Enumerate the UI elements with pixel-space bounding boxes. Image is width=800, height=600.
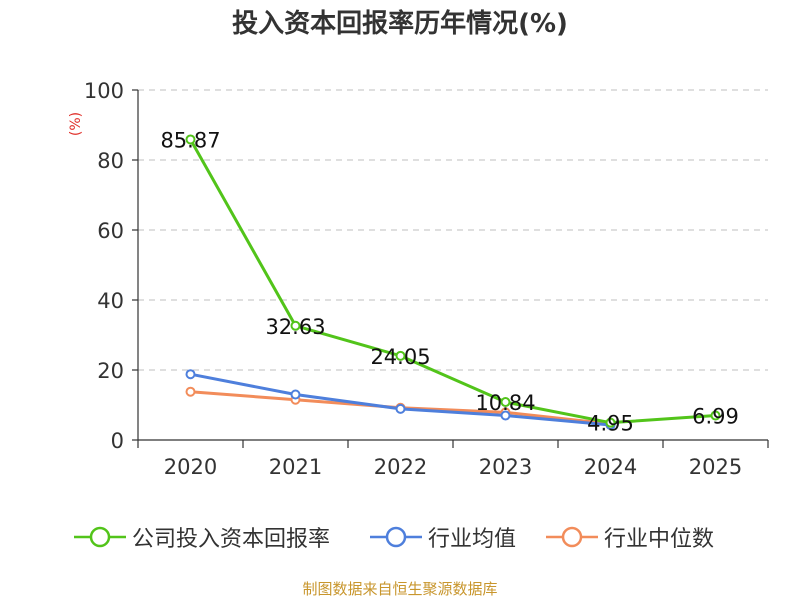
series-line-0	[189, 138, 716, 425]
legend-label: 行业中位数	[604, 527, 715, 552]
data-point	[500, 410, 511, 421]
data-point	[185, 386, 196, 397]
data-point	[605, 417, 616, 428]
legend-dot	[89, 526, 111, 548]
x-tick-label: 2024	[584, 455, 637, 479]
legend-marker-icon	[546, 526, 598, 548]
data-label: 6.99	[692, 405, 739, 429]
data-point	[185, 369, 196, 380]
x-tick-label: 2025	[689, 455, 742, 479]
x-tick-label: 2022	[374, 455, 427, 479]
axes: 0 20 40 60 80 100 2020 2021 2022 2023 2024 2025	[84, 79, 769, 479]
data-labels: 85.87 32.63 24.05 10.84 4.95 6.99	[160, 128, 738, 435]
y-tick-label: 0	[111, 429, 124, 453]
data-point	[500, 397, 511, 408]
data-label: 10.84	[475, 391, 535, 415]
legend: 公司投入资本回报率 行业均值 行业中位数	[0, 520, 800, 554]
grid-lines	[138, 89, 768, 371]
series-lines	[185, 134, 721, 430]
legend-label: 公司投入资本回报率	[132, 527, 331, 552]
data-point	[710, 410, 721, 421]
legend-marker-icon	[370, 526, 422, 548]
data-label: 32.63	[265, 315, 325, 339]
y-tick-label: 60	[97, 219, 124, 243]
y-tick-label: 20	[97, 359, 124, 383]
x-tick-label: 2023	[479, 455, 532, 479]
y-tick-label: 80	[97, 149, 124, 173]
y-tick-label: 100	[84, 79, 124, 103]
data-point	[395, 403, 406, 414]
legend-dot	[385, 526, 407, 548]
data-label: 85.87	[160, 128, 220, 152]
chart-title: 投入资本回报率历年情况(%)	[232, 9, 568, 39]
data-point	[290, 320, 301, 331]
legend-item[interactable]: 行业均值	[370, 520, 516, 554]
legend-label: 行业均值	[428, 527, 517, 552]
x-tick-label: 2021	[269, 455, 322, 479]
x-tick-label: 2020	[164, 455, 217, 479]
legend-item[interactable]: 公司投入资本回报率	[74, 520, 330, 554]
data-point	[395, 350, 406, 361]
legend-dot	[561, 526, 583, 548]
data-label: 24.05	[370, 345, 430, 369]
legend-item[interactable]: 行业中位数	[546, 520, 714, 554]
y-axis-label: (%)	[68, 112, 84, 136]
data-label: 4.95	[587, 412, 634, 436]
data-point	[290, 389, 301, 400]
y-tick-label: 40	[97, 289, 124, 313]
source-credit: 制图数据来自恒生聚源数据库	[302, 580, 498, 598]
data-point	[185, 134, 196, 145]
legend-marker-icon	[74, 526, 126, 548]
